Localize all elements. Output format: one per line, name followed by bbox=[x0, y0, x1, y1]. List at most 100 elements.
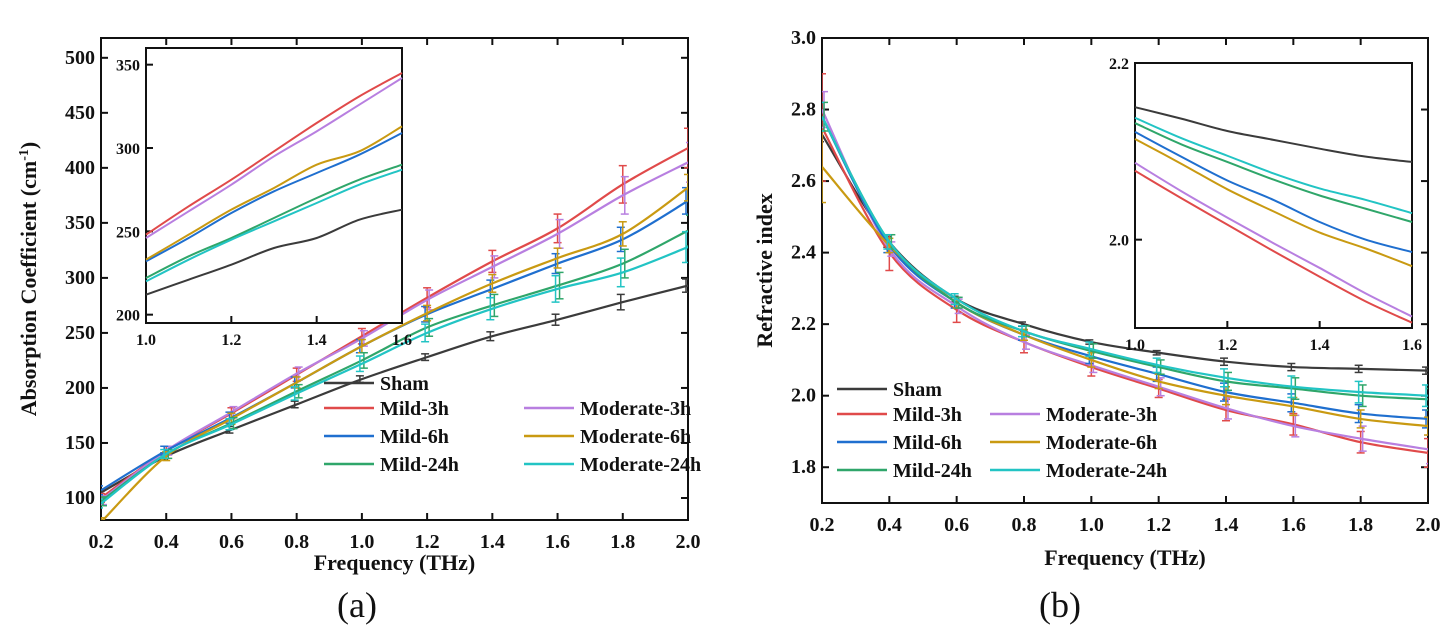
inset-series-mild-6h bbox=[145, 132, 403, 263]
legend-label: Mild-3h bbox=[380, 398, 449, 420]
inset-ytick-label: 250 bbox=[116, 224, 140, 241]
main-xtick-label: 0.2 bbox=[810, 514, 835, 536]
main-ytick-label: 3.0 bbox=[791, 27, 816, 49]
inset-series-mild-3h bbox=[1134, 169, 1413, 324]
inset-series-moderate-24h bbox=[145, 168, 403, 283]
main-xtick-label: 0.4 bbox=[154, 531, 179, 553]
inset-ytick-label: 2.2 bbox=[1109, 56, 1129, 73]
inset-series-mild-24h bbox=[145, 163, 403, 279]
main-ytick-label: 350 bbox=[65, 212, 95, 234]
main-ytick-label: 1.8 bbox=[791, 456, 816, 478]
y-axis-label-text: Refractive index bbox=[752, 193, 777, 348]
main-xtick-label: 0.2 bbox=[89, 531, 114, 553]
main-ytick-label: 100 bbox=[65, 487, 95, 509]
inset-ytick-label: 350 bbox=[116, 58, 140, 75]
legend-item-moderate-3h: Moderate-3h bbox=[990, 404, 1157, 426]
main-xtick-label: 1.8 bbox=[610, 531, 635, 553]
inset-xtick-label: 1.6 bbox=[392, 332, 412, 349]
legend-label: Moderate-3h bbox=[580, 398, 691, 420]
legend-item-mild-6h: Mild-6h bbox=[837, 432, 962, 454]
main-ytick-label: 2.6 bbox=[791, 170, 816, 192]
panel-label: (b) bbox=[1039, 585, 1081, 625]
inset-series-sham bbox=[1134, 106, 1413, 163]
series-line bbox=[822, 109, 1428, 451]
legend: Sham Mild-3h Moderate-3h Mild-6h Moderate-6h… bbox=[837, 379, 1167, 482]
legend-label: Sham bbox=[893, 379, 942, 401]
inset-ytick-label: 2.0 bbox=[1109, 233, 1129, 250]
inset-series-mild-3h bbox=[145, 72, 403, 236]
main-xtick-label: 2.0 bbox=[676, 531, 701, 553]
main-ytick-label: 2.2 bbox=[791, 313, 816, 335]
legend: Sham Mild-3h Moderate-3h Mild-6h Moderate-6h… bbox=[324, 373, 701, 476]
y-axis-label-end: ) bbox=[16, 142, 41, 149]
inset-xtick-label: 1.2 bbox=[221, 332, 241, 349]
main-xtick-label: 0.4 bbox=[877, 514, 902, 536]
main-xtick-label: 1.6 bbox=[1281, 514, 1306, 536]
inset: 1.0 1.2 1.4 1.6 200 250 300 350 bbox=[116, 47, 412, 349]
main-xtick-label: 1.2 bbox=[415, 531, 440, 553]
main-xtick-label: 1.0 bbox=[1079, 514, 1104, 536]
main-ytick-label: 2.8 bbox=[791, 99, 816, 121]
inset-ytick-label: 300 bbox=[116, 141, 140, 158]
inset-ytick-label: 200 bbox=[116, 308, 140, 325]
legend-item-mild-3h: Mild-3h bbox=[324, 398, 449, 420]
legend-label: Mild-24h bbox=[380, 454, 459, 476]
inset-series-mild-6h bbox=[1134, 131, 1413, 253]
x-axis-label: Frequency (THz) bbox=[1044, 545, 1206, 570]
legend-item-mild-24h: Mild-24h bbox=[837, 460, 972, 482]
y-axis-label: Refractive index bbox=[752, 193, 777, 348]
inset-series-mild-24h bbox=[1134, 122, 1413, 223]
main-ytick-label: 200 bbox=[65, 377, 95, 399]
inset-series-moderate-24h bbox=[1134, 116, 1413, 215]
main-xtick-label: 0.8 bbox=[1012, 514, 1037, 536]
y-axis-label-sup: -1 bbox=[17, 149, 32, 161]
inset-frame bbox=[1134, 62, 1413, 329]
legend-label: Mild-6h bbox=[380, 426, 449, 448]
plot-area bbox=[822, 73, 1428, 468]
y-axis-label: Absorption Coefficient (cm-1) bbox=[16, 142, 41, 416]
legend-item-sham: Sham bbox=[324, 373, 429, 395]
inset-xtick-label: 1.0 bbox=[1125, 337, 1145, 354]
legend-label: Moderate-6h bbox=[580, 426, 691, 448]
series-moderate-24h bbox=[822, 101, 1428, 408]
inset-series-moderate-6h bbox=[145, 125, 403, 261]
series-line bbox=[101, 284, 688, 494]
main-xtick-label: 0.6 bbox=[219, 531, 244, 553]
series-moderate-24h bbox=[101, 230, 688, 509]
chart-panel-a: 0.2 0.4 0.6 0.8 1.0 1.2 1.4 1.6 1.8 2.0 100 150 200 2… bbox=[16, 37, 701, 625]
main-xtick-label: 0.8 bbox=[284, 531, 309, 553]
legend-item-mild-6h: Mild-6h bbox=[324, 426, 449, 448]
inset-series-moderate-6h bbox=[1134, 138, 1413, 268]
legend-item-moderate-6h: Moderate-6h bbox=[990, 432, 1157, 454]
legend-label: Sham bbox=[380, 373, 429, 395]
legend-label: Moderate-24h bbox=[580, 454, 701, 476]
main-ytick-label: 300 bbox=[65, 267, 95, 289]
main-xtick-label: 1.0 bbox=[349, 531, 374, 553]
inset-xtick-label: 1.2 bbox=[1217, 337, 1237, 354]
main-xtick-label: 1.6 bbox=[545, 531, 570, 553]
plot-area bbox=[101, 127, 688, 520]
main-ytick-label: 2.4 bbox=[791, 242, 816, 264]
main-ytick-label: 450 bbox=[65, 102, 95, 124]
legend-item-moderate-6h: Moderate-6h bbox=[524, 426, 691, 448]
legend-item-moderate-3h: Moderate-3h bbox=[524, 398, 691, 420]
series-line bbox=[822, 116, 1428, 421]
main-xtick-label: 0.6 bbox=[944, 514, 969, 536]
series-line bbox=[822, 116, 1428, 397]
main-ytick-label: 150 bbox=[65, 432, 95, 454]
legend-item-moderate-24h: Moderate-24h bbox=[990, 460, 1167, 482]
main-xtick-label: 1.4 bbox=[1214, 514, 1239, 536]
legend-label: Mild-24h bbox=[893, 460, 972, 482]
legend-item-mild-24h: Mild-24h bbox=[324, 454, 459, 476]
legend-label: Moderate-24h bbox=[1046, 460, 1167, 482]
inset: 1.0 1.2 1.4 1.6 2.0 2.2 bbox=[1109, 56, 1422, 354]
legend-label: Moderate-6h bbox=[1046, 432, 1157, 454]
series-line bbox=[101, 246, 688, 505]
panel-label: (a) bbox=[337, 585, 377, 625]
inset-xtick-label: 1.0 bbox=[136, 332, 156, 349]
inset-xtick-label: 1.6 bbox=[1402, 337, 1422, 354]
main-xtick-label: 2.0 bbox=[1416, 514, 1441, 536]
main-ytick-label: 2.0 bbox=[791, 385, 816, 407]
x-axis-label: Frequency (THz) bbox=[314, 550, 476, 575]
